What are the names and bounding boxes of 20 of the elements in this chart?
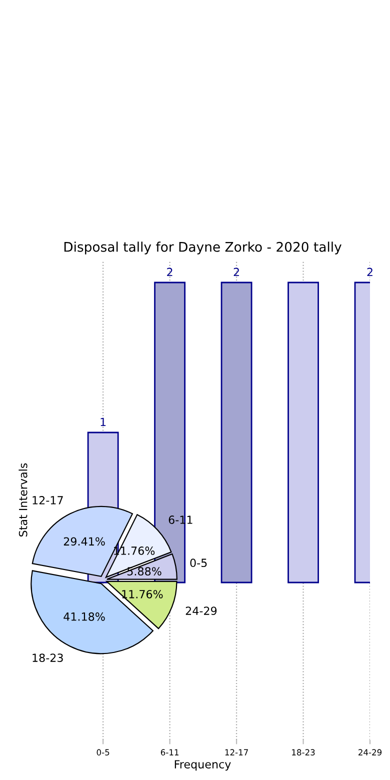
data-label: 2 xyxy=(167,268,172,276)
x-tick-label: 12-17 xyxy=(225,749,248,756)
data-label: 11.76% xyxy=(122,590,163,598)
data-label: 1 xyxy=(100,418,106,426)
data-label: 5.88% xyxy=(127,567,162,576)
data-label: 2 xyxy=(234,268,239,276)
y-axis-title: Stat Intervals xyxy=(18,463,28,536)
x-tick-label: 6-11 xyxy=(160,749,178,756)
x-tick-label: 18-23 xyxy=(292,749,315,756)
data-label: 29.41% xyxy=(64,537,105,546)
slice-label: 0-5 xyxy=(190,558,207,568)
slice-label: 18-23 xyxy=(32,654,63,662)
chart-title: Disposal tally for Dayne Zorko - 2020 tally xyxy=(64,242,342,254)
data-label: 2 xyxy=(367,268,372,276)
slice-label: 24-29 xyxy=(186,606,217,616)
x-tick-label: 24-29 xyxy=(358,749,382,756)
x-axis-title: Frequency xyxy=(174,760,231,771)
slice-label: 12-17 xyxy=(32,496,63,504)
data-label: 41.18% xyxy=(64,612,105,621)
x-tick-label: 0-5 xyxy=(96,749,110,756)
